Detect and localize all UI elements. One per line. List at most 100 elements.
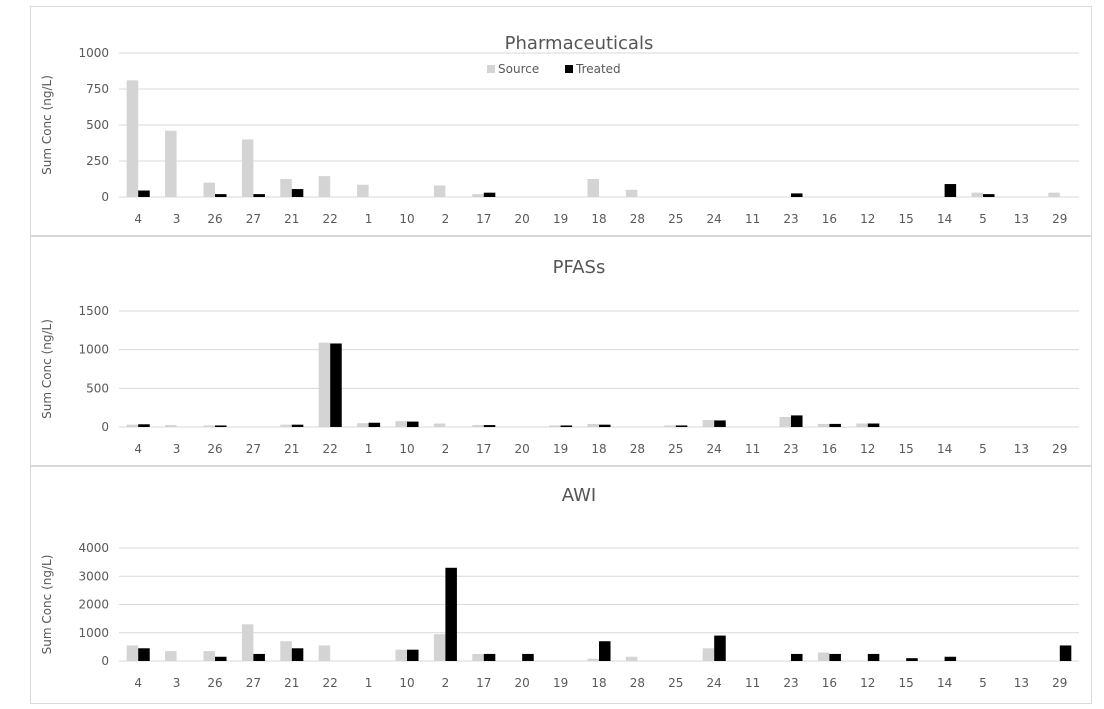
x-tick-label: 23: [783, 442, 798, 456]
x-tick-label: 26: [207, 676, 222, 690]
source-bar-26: [203, 182, 215, 197]
x-tick-label: 12: [860, 676, 875, 690]
source-bar-26: [203, 651, 215, 661]
x-tick-label: 18: [591, 676, 606, 690]
treated-bar-4: [138, 424, 150, 427]
source-bar-18: [587, 423, 599, 427]
pfas-chart-panel: PFASs 0 500 1000 1500 Sum Conc (ng/L) 4 3 26 27 21…: [30, 236, 1092, 466]
x-tick-label: 28: [630, 442, 645, 456]
x-tick-label: 2: [442, 212, 450, 226]
treated-bar-23: [791, 415, 803, 427]
x-tick-label: 16: [822, 212, 837, 226]
x-tick-label: 26: [207, 442, 222, 456]
chart-title: PFASs: [553, 257, 606, 278]
treated-bar-10: [407, 649, 419, 661]
source-bar-3: [165, 130, 177, 197]
treated-bar-14: [944, 656, 957, 661]
treated-bar-17: [483, 192, 496, 197]
x-tick-label: 29: [1052, 212, 1067, 226]
source-bar-22: [318, 645, 331, 661]
source-bar-1: [357, 423, 369, 427]
y-tick-label: 1000: [78, 46, 109, 60]
source-bar-4: [126, 645, 139, 661]
treated-bar-24: [714, 635, 726, 661]
x-tick-label: 17: [476, 212, 491, 226]
source-bar-24: [702, 648, 715, 661]
y-tick-label: 500: [86, 381, 109, 395]
y-tick-label: 750: [86, 82, 109, 96]
treated-bar-25: [675, 425, 688, 427]
x-tick-label: 27: [246, 676, 261, 690]
x-tick-label: 15: [899, 676, 914, 690]
y-tick-label: 1000: [78, 343, 109, 357]
x-tick-label: 25: [668, 676, 683, 690]
source-bar-27: [241, 624, 254, 661]
source-bar-21: [280, 424, 292, 427]
source-bar-3: [165, 425, 177, 427]
treated-bar-4: [138, 648, 150, 661]
source-bar-5: [971, 192, 983, 197]
source-bar-25: [664, 425, 676, 427]
x-tick-label: 12: [860, 442, 875, 456]
legend-label-source: Source: [498, 62, 539, 76]
source-bar-17: [472, 425, 484, 427]
treated-bar-16: [829, 423, 841, 427]
treated-bar-4: [138, 190, 150, 197]
x-tick-label: 18: [591, 212, 606, 226]
x-tick-label: 4: [134, 676, 142, 690]
source-bar-24: [702, 420, 715, 427]
pharmaceuticals-chart: Pharmaceuticals 0 250 500 750 1000 Sum Conc (n…: [40, 33, 1079, 226]
treated-bar-18: [599, 641, 611, 661]
source-bar-17: [472, 194, 484, 197]
y-tick-label: 3000: [78, 569, 109, 583]
x-tick-label: 13: [1014, 442, 1029, 456]
source-bar-2: [433, 634, 446, 661]
x-tick-label: 21: [284, 442, 299, 456]
source-bar-18: [587, 658, 599, 661]
x-tick-label: 4: [134, 442, 142, 456]
x-tick-label: 14: [937, 212, 952, 226]
source-bar-10: [395, 649, 407, 661]
treated-bar-15: [906, 658, 918, 661]
x-tick-label: 2: [442, 676, 450, 690]
y-tick-label: 2000: [78, 598, 109, 612]
x-tick-label: 22: [323, 212, 338, 226]
x-tick-label: 1: [365, 442, 373, 456]
source-bar-4: [126, 80, 139, 197]
source-bar-23: [779, 416, 791, 427]
x-tick-label: 27: [246, 442, 261, 456]
x-tick-label: 10: [399, 676, 414, 690]
x-tick-label: 20: [515, 676, 530, 690]
x-tick-label: 16: [822, 442, 837, 456]
source-bar-10: [395, 421, 407, 427]
y-axis-label: Sum Conc (ng/L): [40, 75, 54, 175]
y-tick-label: 250: [86, 154, 109, 168]
treated-bar-10: [407, 421, 419, 427]
x-tick-label: 25: [668, 212, 683, 226]
source-bar-12: [856, 423, 868, 427]
treated-bar-26: [215, 425, 227, 427]
x-tick-label: 21: [284, 212, 299, 226]
y-tick-label: 0: [101, 420, 109, 434]
x-tick-label: 15: [899, 442, 914, 456]
treated-bar-12: [867, 653, 880, 661]
x-tick-label: 15: [899, 212, 914, 226]
treated-bar-26: [215, 194, 227, 197]
source-bar-3: [165, 651, 177, 661]
treated-bar-21: [291, 424, 304, 427]
treated-bar-19: [560, 425, 573, 427]
source-bar-22: [318, 176, 331, 197]
x-tick-label: 16: [822, 676, 837, 690]
treated-bar-27: [253, 194, 265, 197]
x-tick-label: 5: [979, 212, 987, 226]
legend-swatch-source: [487, 65, 495, 73]
treated-bar-23: [791, 653, 803, 661]
treated-bar-17: [483, 653, 496, 661]
chart-title: AWI: [562, 485, 596, 506]
x-tick-label: 27: [246, 212, 261, 226]
treated-bar-12: [867, 423, 880, 427]
source-bar-16: [817, 652, 830, 661]
treated-bar-2: [445, 567, 457, 661]
x-tick-label: 12: [860, 212, 875, 226]
y-tick-label: 1500: [78, 304, 109, 318]
